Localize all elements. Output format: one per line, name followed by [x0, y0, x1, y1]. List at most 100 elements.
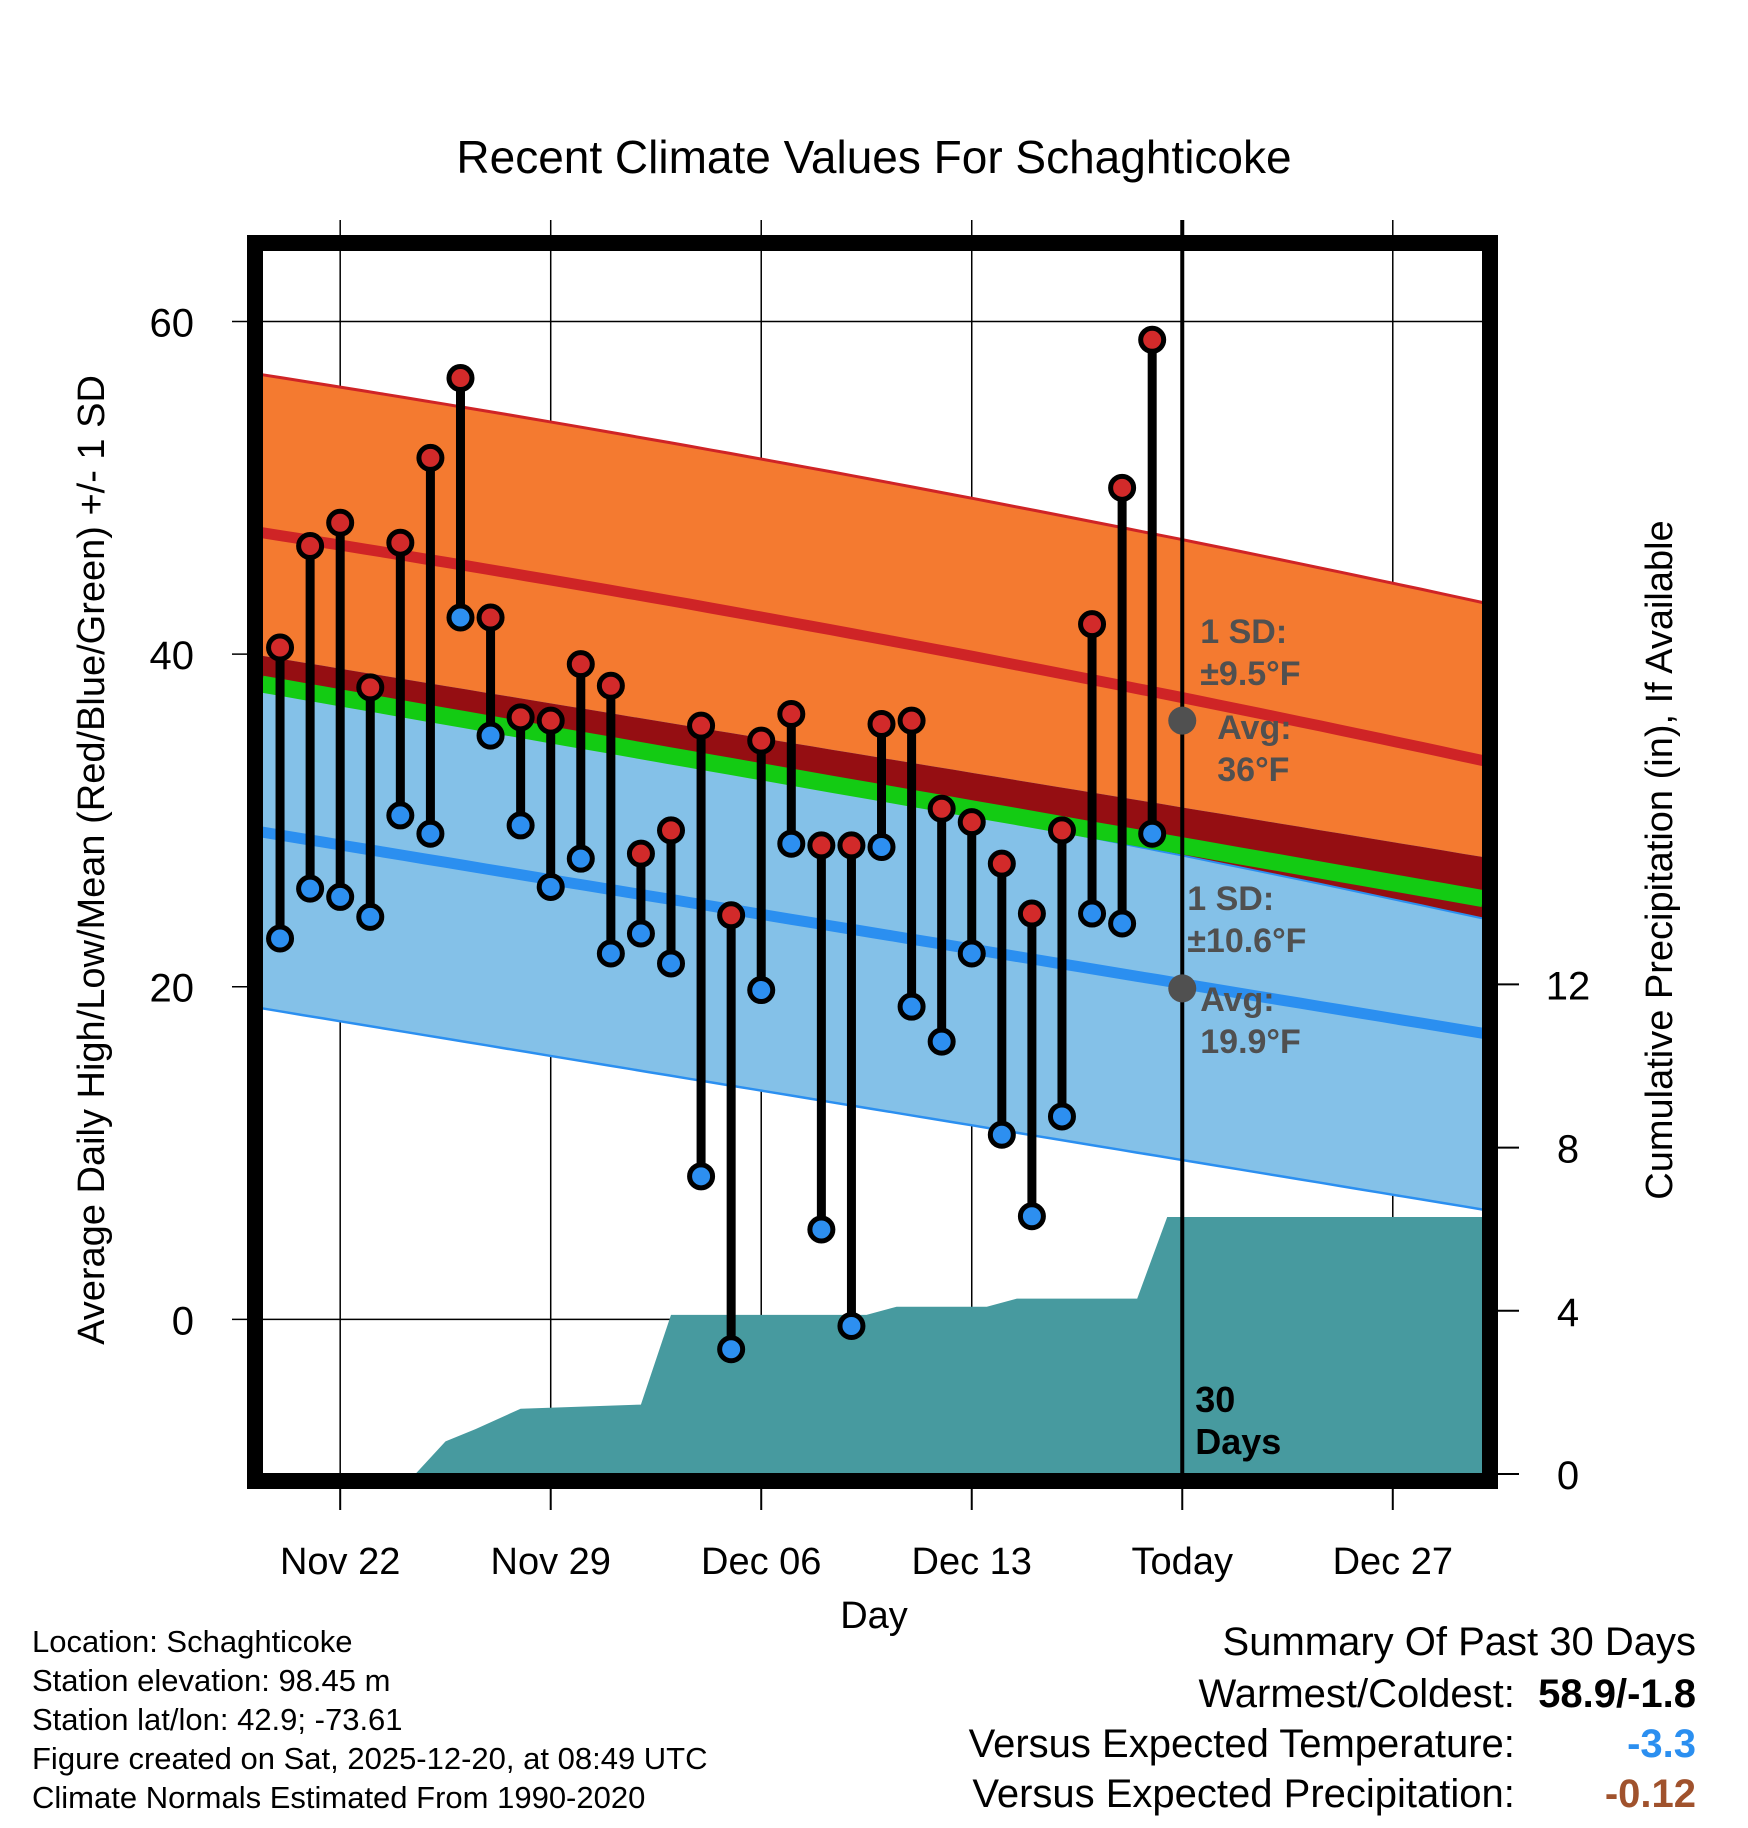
summary-temp-value: -3.3: [1627, 1722, 1696, 1766]
low-avg-annotation: Avg:: [1200, 981, 1274, 1019]
info-location: Location: Schaghticoke: [32, 1624, 353, 1659]
summary-temp-label: Versus Expected Temperature:: [968, 1722, 1515, 1766]
daily-high-point: [476, 603, 505, 632]
summary-precip-value: -0.12: [1604, 1772, 1696, 1816]
daily-low-point: [386, 801, 415, 830]
precip-area: [262, 1217, 1483, 1474]
chart-title: Recent Climate Values For Schaghticoke: [456, 131, 1291, 183]
x-axis-label: Day: [840, 1595, 908, 1637]
summary-temperature: Versus Expected Temperature: -3.3: [969, 1722, 1696, 1767]
high-upper-line: [261, 373, 1484, 605]
daily-high-point: [687, 711, 716, 740]
period-annotation: 30: [1195, 1379, 1235, 1420]
x-tick-label: Dec 06: [701, 1541, 821, 1583]
daily-low-point: [506, 811, 535, 840]
daily-low-point: [837, 1311, 866, 1340]
y-tick-label: 20: [150, 967, 195, 1011]
low-avg-marker: [1168, 974, 1197, 1003]
info-elevation: Station elevation: 98.45 m: [32, 1663, 391, 1698]
y-axis-label: Average Daily High/Low/Mean (Red/Blue/Gr…: [71, 375, 113, 1345]
y2-tick-label: 0: [1557, 1454, 1579, 1498]
daily-low-point: [747, 976, 776, 1005]
daily-low-point: [446, 603, 475, 632]
y2-tick-label: 8: [1557, 1128, 1579, 1172]
summary-title-text: Summary Of Past 30 Days: [1222, 1620, 1696, 1664]
daily-low-point: [326, 882, 355, 911]
daily-low-point: [416, 819, 445, 848]
daily-low-point: [987, 1120, 1016, 1149]
daily-high-point: [897, 706, 926, 735]
daily-high-point: [506, 703, 535, 732]
high-sd-annotation: ±9.5°F: [1200, 655, 1300, 693]
daily-high-point: [266, 633, 295, 662]
daily-high-point: [446, 364, 475, 393]
daily-low-point: [867, 833, 896, 862]
x-tick-label: Dec 27: [1333, 1541, 1453, 1583]
y-tick-label: 60: [150, 302, 195, 346]
summary-title: Summary Of Past 30 Days: [1223, 1620, 1696, 1665]
info-normals: Climate Normals Estimated From 1990-2020: [32, 1780, 646, 1815]
daily-high-point: [987, 849, 1016, 878]
low-avg-annotation: 19.9°F: [1200, 1023, 1301, 1061]
daily-low-point: [596, 939, 625, 968]
x-tick-label: Dec 13: [912, 1541, 1032, 1583]
daily-high-point: [1017, 899, 1046, 928]
summary-precipitation: Versus Expected Precipitation: -0.12: [972, 1772, 1696, 1817]
summary-warm-value: 58.9/-1.8: [1538, 1672, 1696, 1716]
high-avg-annotation: Avg:: [1217, 709, 1291, 747]
low-lower-line: [261, 1007, 1484, 1211]
daily-low-point: [687, 1162, 716, 1191]
low-sd-annotation: 1 SD:: [1187, 880, 1274, 918]
daily-high-point: [596, 671, 625, 700]
daily-low-point: [1047, 1102, 1076, 1131]
summary-warm-label: Warmest/Coldest:: [1198, 1672, 1515, 1716]
daily-low-point: [536, 872, 565, 901]
summary-precip-label: Versus Expected Precipitation:: [972, 1772, 1515, 1816]
x-tick-label: Nov 22: [280, 1541, 400, 1583]
daily-low-point: [927, 1027, 956, 1056]
daily-low-point: [1108, 909, 1137, 938]
daily-high-point: [296, 532, 325, 561]
daily-low-point: [296, 874, 325, 903]
normal-high-line: [261, 527, 1485, 766]
daily-low-point: [807, 1215, 836, 1244]
x-tick-label: Today: [1132, 1541, 1233, 1583]
high-sd-band: [262, 374, 1483, 919]
daily-low-point: [566, 844, 595, 873]
daily-high-point: [1047, 816, 1076, 845]
daily-low-point: [657, 949, 686, 978]
daily-high-point: [657, 816, 686, 845]
y2-tick-label: 12: [1546, 964, 1591, 1008]
daily-low-point: [266, 924, 295, 953]
daily-high-point: [717, 901, 746, 930]
daily-high-point: [747, 726, 776, 755]
y2-tick-label: 4: [1557, 1291, 1579, 1335]
daily-high-point: [626, 839, 655, 868]
daily-high-point: [326, 508, 355, 537]
daily-low-point: [356, 902, 385, 931]
high-avg-annotation: 36°F: [1217, 751, 1289, 789]
daily-high-point: [777, 699, 806, 728]
daily-high-point: [536, 706, 565, 735]
period-annotation: Days: [1195, 1421, 1281, 1462]
daily-high-point: [807, 831, 836, 860]
daily-low-point: [957, 939, 986, 968]
normal-low-line: [261, 826, 1484, 1039]
y-tick-label: 0: [172, 1299, 194, 1343]
summary-warmest-coldest: Warmest/Coldest: 58.9/-1.8: [1199, 1672, 1697, 1717]
y2-axis-label: Cumulative Precipitation (in), If Availa…: [1639, 520, 1681, 1199]
daily-low-point: [1138, 819, 1167, 848]
daily-high-point: [386, 528, 415, 557]
daily-low-point: [777, 829, 806, 858]
daily-high-point: [1108, 473, 1137, 502]
daily-low-point: [476, 721, 505, 750]
daily-low-point: [626, 919, 655, 948]
daily-low-point: [1017, 1202, 1046, 1231]
low-sd-annotation: ±10.6°F: [1187, 922, 1306, 960]
daily-high-point: [356, 673, 385, 702]
high-sd-annotation: 1 SD:: [1200, 613, 1287, 651]
daily-high-point: [566, 650, 595, 679]
daily-high-point: [927, 794, 956, 823]
daily-low-point: [1078, 899, 1107, 928]
